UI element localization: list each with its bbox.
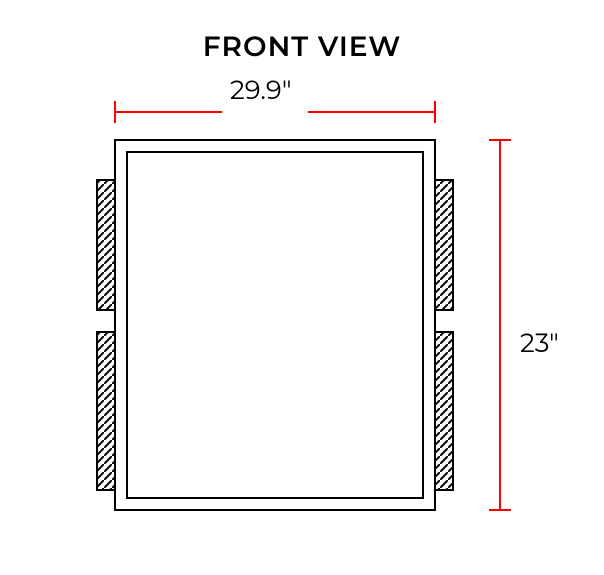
drawing-svg bbox=[0, 0, 604, 575]
